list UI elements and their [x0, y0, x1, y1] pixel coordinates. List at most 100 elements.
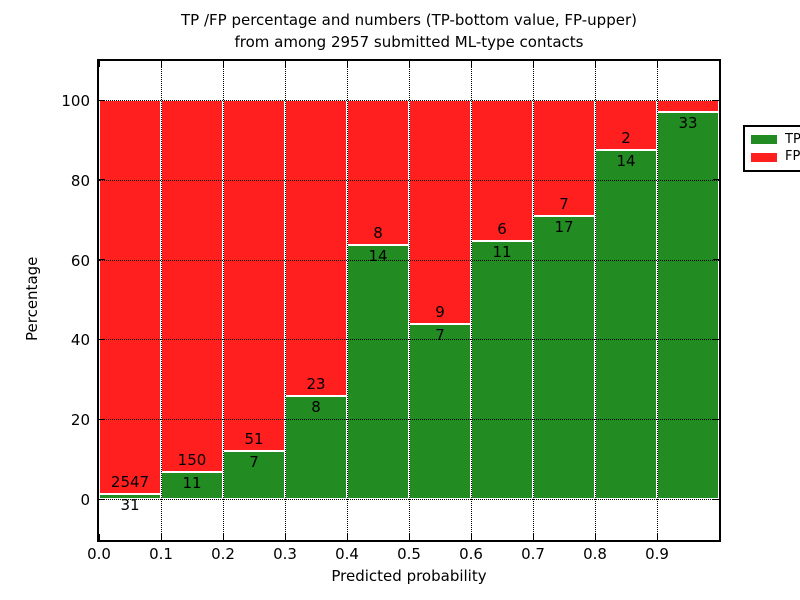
legend-swatch-fp — [751, 152, 777, 162]
x-tick-label: 0.1 — [149, 545, 173, 563]
bar-label-fp: 2547 — [110, 473, 150, 492]
gridline-vertical — [161, 61, 162, 540]
tick-mark-y-right — [713, 418, 719, 420]
bar-segment-tp — [285, 396, 347, 499]
bar-label-tp: 7 — [435, 326, 445, 345]
tick-mark-x-top — [532, 61, 534, 67]
bar-segment-tp — [99, 494, 161, 499]
tick-mark-x-bottom — [408, 534, 410, 540]
legend-label: FP — [785, 149, 800, 165]
plot-area: 2547 31 150 11 51 7 23 8 8 14 9 7 6 11 7 17 2 14 33 TP FP — [97, 59, 800, 542]
gridline-vertical — [285, 61, 286, 540]
bar-label-fp: 9 — [435, 303, 445, 322]
bar-segment-tp — [409, 324, 471, 499]
bar-label-tp: 8 — [311, 398, 321, 417]
tick-mark-x-bottom — [532, 534, 534, 540]
bar-label-fp: 51 — [244, 429, 264, 448]
tick-mark-y-right — [713, 498, 719, 500]
tick-mark-y-left — [99, 179, 105, 181]
tick-mark-x-top — [98, 61, 100, 67]
tick-mark-y-left — [99, 338, 105, 340]
chart-title-line2: from among 2957 submitted ML-type contac… — [234, 33, 584, 51]
tick-mark-x-bottom — [470, 534, 472, 540]
gridline-vertical — [471, 61, 472, 540]
tick-mark-x-bottom — [222, 534, 224, 540]
tick-mark-x-top — [408, 61, 410, 67]
bar-segment-fp — [99, 100, 161, 495]
x-tick-label: 0.0 — [87, 545, 111, 563]
tick-mark-x-bottom — [718, 534, 720, 540]
y-tick-label: 100 — [61, 92, 90, 110]
tick-mark-y-right — [713, 99, 719, 101]
gridline-vertical — [223, 61, 224, 540]
chart-title-line1: TP /FP percentage and numbers (TP-bottom… — [181, 11, 637, 29]
tick-mark-x-top — [656, 61, 658, 67]
legend-label: TP — [785, 131, 800, 147]
gridline-vertical — [595, 61, 596, 540]
gridline-vertical — [657, 61, 658, 540]
bar-segment-tp — [471, 240, 533, 499]
bar-segment-fp — [161, 100, 223, 472]
bar-label-tp: 17 — [554, 218, 574, 237]
bar-segment-tp — [533, 216, 595, 499]
x-tick-label: 0.2 — [211, 545, 235, 563]
bar-label-fp: 7 — [559, 195, 569, 214]
y-tick-label: 20 — [70, 411, 90, 430]
bar-label-tp: 11 — [182, 473, 202, 492]
x-axis-label: Predicted probability — [331, 567, 487, 585]
y-tick-label: 40 — [70, 331, 90, 350]
tick-mark-y-left — [99, 498, 105, 500]
bar-segment-tp — [223, 450, 285, 499]
x-tick-label: 0.9 — [645, 545, 669, 563]
tick-mark-x-top — [470, 61, 472, 67]
bar-label-tp: 7 — [249, 452, 259, 471]
tick-mark-y-left — [99, 259, 105, 261]
tick-mark-x-top — [594, 61, 596, 67]
bar-segment-tp — [657, 111, 719, 499]
bar-label-tp: 14 — [368, 247, 388, 266]
legend-swatch-tp — [751, 135, 777, 145]
tick-mark-y-right — [713, 259, 719, 261]
bar-segment-fp — [285, 100, 347, 397]
tick-mark-y-left — [99, 99, 105, 101]
tick-mark-x-top — [346, 61, 348, 67]
chart-title: TP /FP percentage and numbers (TP-bottom… — [97, 9, 721, 53]
bar-label-tp: 31 — [120, 496, 140, 515]
legend: TP FP — [743, 125, 800, 172]
y-tick-label: 0 — [80, 491, 90, 509]
tick-mark-y-right — [713, 338, 719, 340]
tick-mark-x-bottom — [594, 534, 596, 540]
tick-mark-x-top — [718, 61, 720, 67]
y-tick-label: 80 — [70, 171, 90, 190]
bar-segment-fp — [595, 100, 657, 150]
bar-segment-tp — [595, 149, 657, 499]
bar-label-fp: 6 — [497, 219, 507, 238]
bar-label-fp: 150 — [177, 450, 207, 469]
bar-segment-fp — [347, 100, 409, 246]
tick-mark-x-top — [160, 61, 162, 67]
tick-mark-x-bottom — [98, 534, 100, 540]
legend-row: TP — [751, 131, 800, 147]
y-tick-label: 60 — [70, 251, 90, 270]
gridline-vertical — [409, 61, 410, 540]
bar-segment-fp — [409, 100, 471, 325]
x-tick-label: 0.7 — [521, 545, 545, 563]
tick-mark-x-bottom — [346, 534, 348, 540]
gridline-vertical — [347, 61, 348, 540]
bar-label-fp: 2 — [621, 128, 631, 147]
tick-mark-y-right — [713, 179, 719, 181]
bar-label-tp: 14 — [616, 151, 636, 170]
x-tick-label: 0.8 — [583, 545, 607, 563]
x-tick-label: 0.3 — [273, 545, 297, 563]
legend-row: FP — [751, 150, 800, 164]
bar-label-tp: 33 — [678, 113, 698, 132]
x-tick-label: 0.6 — [459, 545, 483, 563]
tick-mark-x-bottom — [656, 534, 658, 540]
tick-mark-x-bottom — [284, 534, 286, 540]
x-tick-label: 0.4 — [335, 545, 359, 563]
bar-segment-tp — [347, 245, 409, 499]
x-tick-label: 0.5 — [397, 545, 421, 563]
tick-mark-x-top — [222, 61, 224, 67]
tick-mark-x-top — [284, 61, 286, 67]
